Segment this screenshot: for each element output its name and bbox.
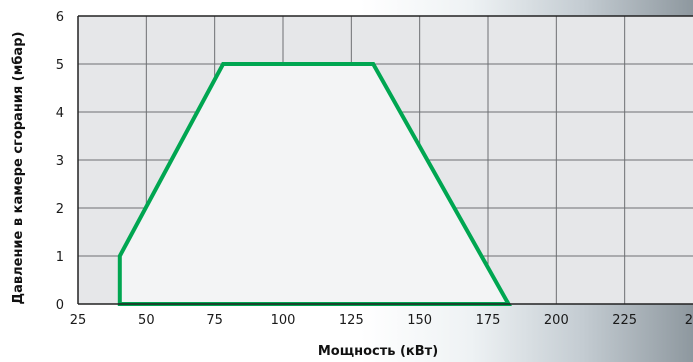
y-tick-label: 6 bbox=[56, 10, 64, 25]
x-tick-label: 25 bbox=[685, 313, 693, 328]
operating-region-fill bbox=[119, 64, 509, 304]
y-tick-label: 5 bbox=[56, 58, 64, 73]
y-tick-label: 3 bbox=[56, 154, 64, 169]
y-tick-label: 1 bbox=[56, 250, 64, 265]
y-axis-title: Давление в камере сгорания (мбар) bbox=[11, 32, 26, 305]
x-tick-label: 175 bbox=[476, 313, 501, 328]
x-tick-label: 200 bbox=[544, 313, 569, 328]
x-tick-label: 125 bbox=[339, 313, 364, 328]
y-tick-label: 4 bbox=[56, 106, 64, 121]
x-tick-label: 225 bbox=[612, 313, 637, 328]
x-axis-ticks: 25 50 75 100 125 150 175 200 225 25 bbox=[70, 313, 693, 328]
plot-frame bbox=[77, 15, 693, 305]
x-axis-title: Мощность (кВт) bbox=[318, 344, 438, 359]
x-tick-label: 100 bbox=[271, 313, 296, 328]
y-tick-label: 2 bbox=[56, 202, 64, 217]
x-tick-label: 25 bbox=[70, 313, 87, 328]
x-tick-label: 75 bbox=[206, 313, 223, 328]
y-axis-ticks: 0 1 2 3 4 5 6 bbox=[56, 10, 64, 313]
x-tick-label: 50 bbox=[138, 313, 155, 328]
y-tick-label: 0 bbox=[56, 298, 64, 313]
x-tick-label: 150 bbox=[407, 313, 432, 328]
